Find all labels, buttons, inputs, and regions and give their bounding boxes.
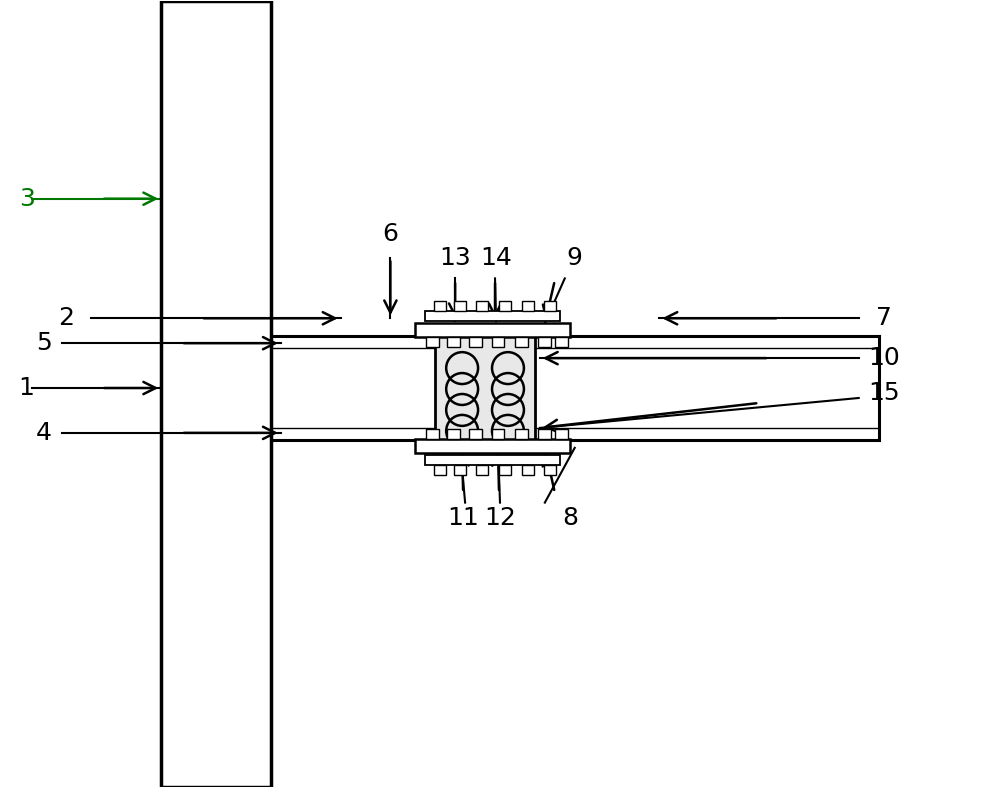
Text: 9: 9	[567, 247, 583, 270]
Text: 4: 4	[36, 421, 52, 445]
Bar	[538, 429, 551, 439]
Text: 3: 3	[19, 187, 35, 210]
Bar	[426, 429, 439, 439]
Text: 11: 11	[447, 506, 479, 530]
Bar	[544, 465, 556, 474]
Bar	[492, 337, 504, 348]
Bar	[538, 337, 551, 348]
Text: 13: 13	[439, 247, 471, 270]
Bar	[515, 429, 528, 439]
Bar	[271, 348, 879, 428]
Text: 2: 2	[59, 307, 75, 330]
Bar	[469, 337, 482, 348]
Bar	[447, 429, 460, 439]
Bar	[469, 429, 482, 439]
Bar	[415, 439, 570, 453]
Bar	[425, 455, 560, 465]
Text: 10: 10	[868, 346, 900, 370]
Text: 5: 5	[36, 331, 51, 355]
Bar	[434, 465, 446, 474]
Text: 14: 14	[480, 247, 512, 270]
Text: 6: 6	[382, 221, 398, 246]
Bar	[425, 311, 560, 322]
Bar	[476, 301, 488, 311]
Bar	[555, 337, 568, 348]
Bar	[161, 2, 271, 786]
Bar	[522, 465, 534, 474]
Text: 12: 12	[484, 506, 516, 530]
Text: 15: 15	[868, 381, 899, 405]
Bar	[492, 429, 504, 439]
Bar	[426, 337, 439, 348]
Bar	[499, 301, 511, 311]
Text: 8: 8	[562, 506, 578, 530]
Bar	[434, 301, 446, 311]
Bar	[499, 465, 511, 474]
Bar	[454, 465, 466, 474]
Bar	[476, 465, 488, 474]
Bar	[544, 301, 556, 311]
Bar	[447, 337, 460, 348]
Bar	[415, 323, 570, 337]
Text: 1: 1	[19, 376, 35, 400]
Bar	[555, 429, 568, 439]
Bar	[515, 337, 528, 348]
Bar	[522, 301, 534, 311]
Bar	[435, 329, 535, 448]
Text: 7: 7	[876, 307, 892, 330]
Bar	[454, 301, 466, 311]
